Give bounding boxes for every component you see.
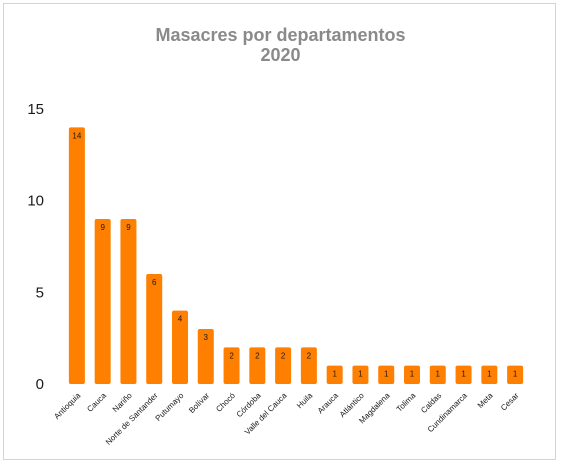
data-label: 1 [436, 370, 441, 379]
bar [352, 365, 369, 384]
bar [197, 329, 214, 384]
x-tick-label: Bolívar [187, 391, 211, 415]
data-label: 4 [178, 315, 183, 324]
x-tick-label: Antioquia [52, 391, 82, 421]
bar [172, 310, 188, 384]
x-tick-label: Nariño [111, 391, 134, 414]
data-label: 3 [204, 333, 209, 342]
data-label: 1 [513, 370, 518, 379]
bar [378, 365, 395, 384]
data-label: 2 [281, 351, 286, 360]
x-tick-label: Huila [295, 391, 315, 411]
bar [481, 365, 498, 384]
bar [94, 219, 111, 384]
data-label: 1 [332, 370, 337, 379]
x-tick-label: Cauca [85, 391, 108, 414]
chart-title: Masacres por departamentos 2020 [0, 25, 561, 65]
y-tick-label: 10 [27, 193, 44, 210]
data-label: 2 [307, 351, 312, 360]
data-label: 1 [410, 370, 415, 379]
x-tick-label: Meta [476, 391, 495, 410]
data-label: 2 [229, 351, 234, 360]
data-label: 9 [100, 223, 105, 232]
data-label: 1 [461, 370, 466, 379]
bar [146, 274, 163, 384]
data-label: 14 [72, 131, 81, 140]
x-tick-label: Arauca [316, 391, 341, 416]
bar [249, 347, 266, 384]
bar [68, 127, 85, 384]
x-tick-label: Tolima [395, 391, 418, 414]
bar [326, 365, 343, 384]
x-tick-label: Cesar [499, 391, 521, 413]
bar [275, 347, 292, 384]
bar [429, 365, 446, 384]
data-label: 1 [358, 370, 363, 379]
data-label: 1 [384, 370, 389, 379]
data-label: 1 [487, 370, 492, 379]
bar [300, 347, 317, 384]
data-label: 2 [255, 351, 260, 360]
x-tick-label: Chocó [214, 391, 237, 414]
chart-title-line-2: 2020 [260, 45, 301, 65]
x-tick-label: Putumayo [154, 391, 186, 423]
y-tick-label: 0 [36, 376, 44, 393]
chart-title-line-1: Masacres por departamentos [155, 25, 406, 45]
x-tick-label: Caldas [419, 391, 443, 415]
bar [455, 365, 472, 384]
bar [404, 365, 420, 384]
bar [223, 347, 240, 384]
y-tick-label: 15 [27, 101, 44, 118]
data-label: 6 [152, 278, 157, 287]
bar [120, 219, 137, 384]
y-tick-label: 5 [36, 284, 44, 301]
bar [507, 365, 524, 384]
data-label: 9 [126, 223, 131, 232]
